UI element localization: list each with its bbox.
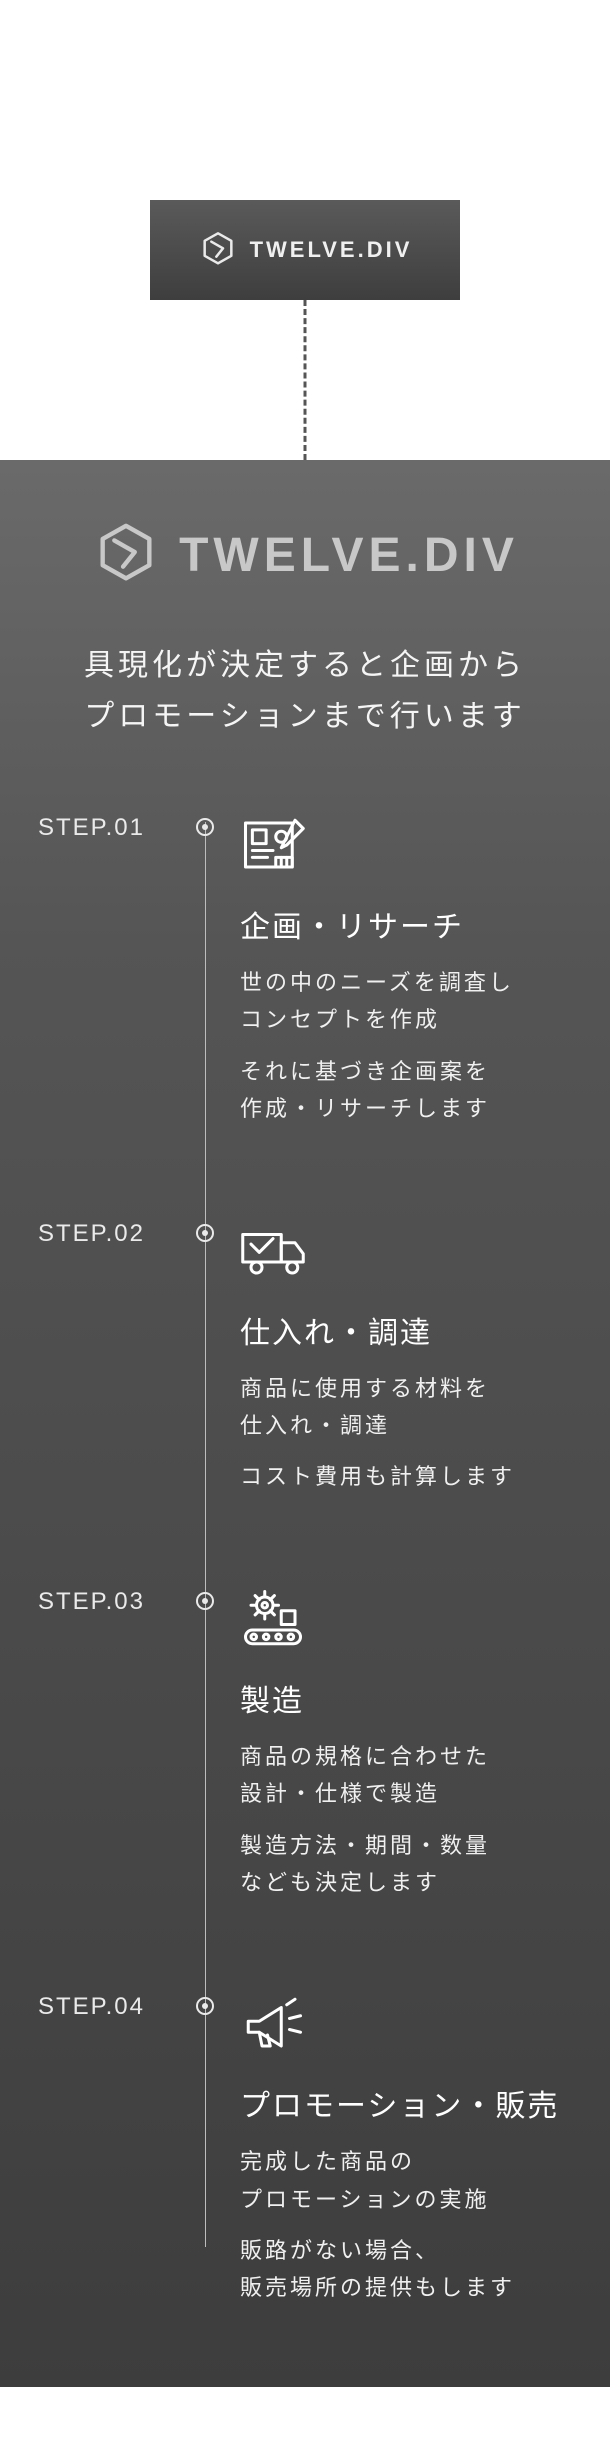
step-02: STEP.02 仕入れ・調達 商品に使用する材料を 仕入れ・調達 (30, 1218, 580, 1496)
step-body: 製造 商品の規格に合わせた 設計・仕様で製造 製造方法・期間・数量 なども決定し… (240, 1586, 580, 1902)
step-body: 企画・リサーチ 世の中のニーズを調査し コンセプトを作成 それに基づき企画案を … (240, 812, 580, 1128)
brand-badge: TWELVE.DIV (150, 200, 460, 300)
blueprint-icon (240, 812, 306, 878)
badge-wrap: TWELVE.DIV (0, 200, 610, 300)
step-desc-a: 世の中のニーズを調査し コンセプトを作成 (240, 964, 580, 1039)
timeline-dot (196, 818, 214, 836)
megaphone-icon (240, 1991, 306, 2057)
step-label: STEP.02 (30, 1218, 180, 1248)
step-label: STEP.03 (30, 1586, 180, 1616)
manufacture-icon (240, 1586, 306, 1652)
step-desc-b: 製造方法・期間・数量 なども決定します (240, 1827, 580, 1902)
step-desc-a: 商品の規格に合わせた 設計・仕様で製造 (240, 1738, 580, 1813)
truck-icon (240, 1218, 306, 1284)
timeline-dot (196, 1224, 214, 1242)
step-desc-a: 商品に使用する材料を 仕入れ・調達 (240, 1370, 580, 1445)
dash-connector (0, 300, 610, 460)
step-body: プロモーション・販売 完成した商品の プロモーションの実施 販路がない場合、 販… (240, 1991, 580, 2307)
badge-logo-text: TWELVE.DIV (250, 237, 413, 263)
step-04: STEP.04 プロモーション・販売 完成した商品の プロモーションの実施 (30, 1991, 580, 2307)
step-title: 製造 (240, 1676, 580, 1720)
subtitle-line-2: プロモーションまで行います (84, 700, 525, 733)
step-title: 企画・リサーチ (240, 902, 580, 946)
step-title: 仕入れ・調達 (240, 1308, 580, 1352)
step-desc-b: それに基づき企画案を 作成・リサーチします (240, 1053, 580, 1128)
timeline: STEP.01 企画・リサーチ (30, 812, 580, 2307)
main-logo: TWELVE.DIV (30, 520, 580, 590)
top-spacer (0, 0, 610, 200)
subtitle: 具現化が決定すると企画から プロモーションまで行います (30, 640, 580, 742)
step-title: プロモーション・販売 (240, 2081, 580, 2125)
step-desc-b: コスト費用も計算します (240, 1458, 580, 1495)
main-logo-text: TWELVE.DIV (179, 528, 519, 583)
subtitle-line-1: 具現化が決定すると企画から (84, 649, 526, 682)
step-03: STEP.03 (30, 1586, 580, 1902)
timeline-dot (196, 1997, 214, 2015)
main-panel: TWELVE.DIV 具現化が決定すると企画から プロモーションまで行います S… (0, 460, 610, 2387)
logo-icon (91, 520, 161, 590)
step-desc-a: 完成した商品の プロモーションの実施 (240, 2143, 580, 2218)
step-01: STEP.01 企画・リサーチ (30, 812, 580, 1128)
step-label: STEP.01 (30, 812, 180, 842)
step-desc-b: 販路がない場合、 販売場所の提供もします (240, 2232, 580, 2307)
step-label: STEP.04 (30, 1991, 180, 2021)
step-body: 仕入れ・調達 商品に使用する材料を 仕入れ・調達 コスト費用も計算します (240, 1218, 580, 1496)
timeline-dot (196, 1592, 214, 1610)
logo-icon (198, 230, 238, 270)
